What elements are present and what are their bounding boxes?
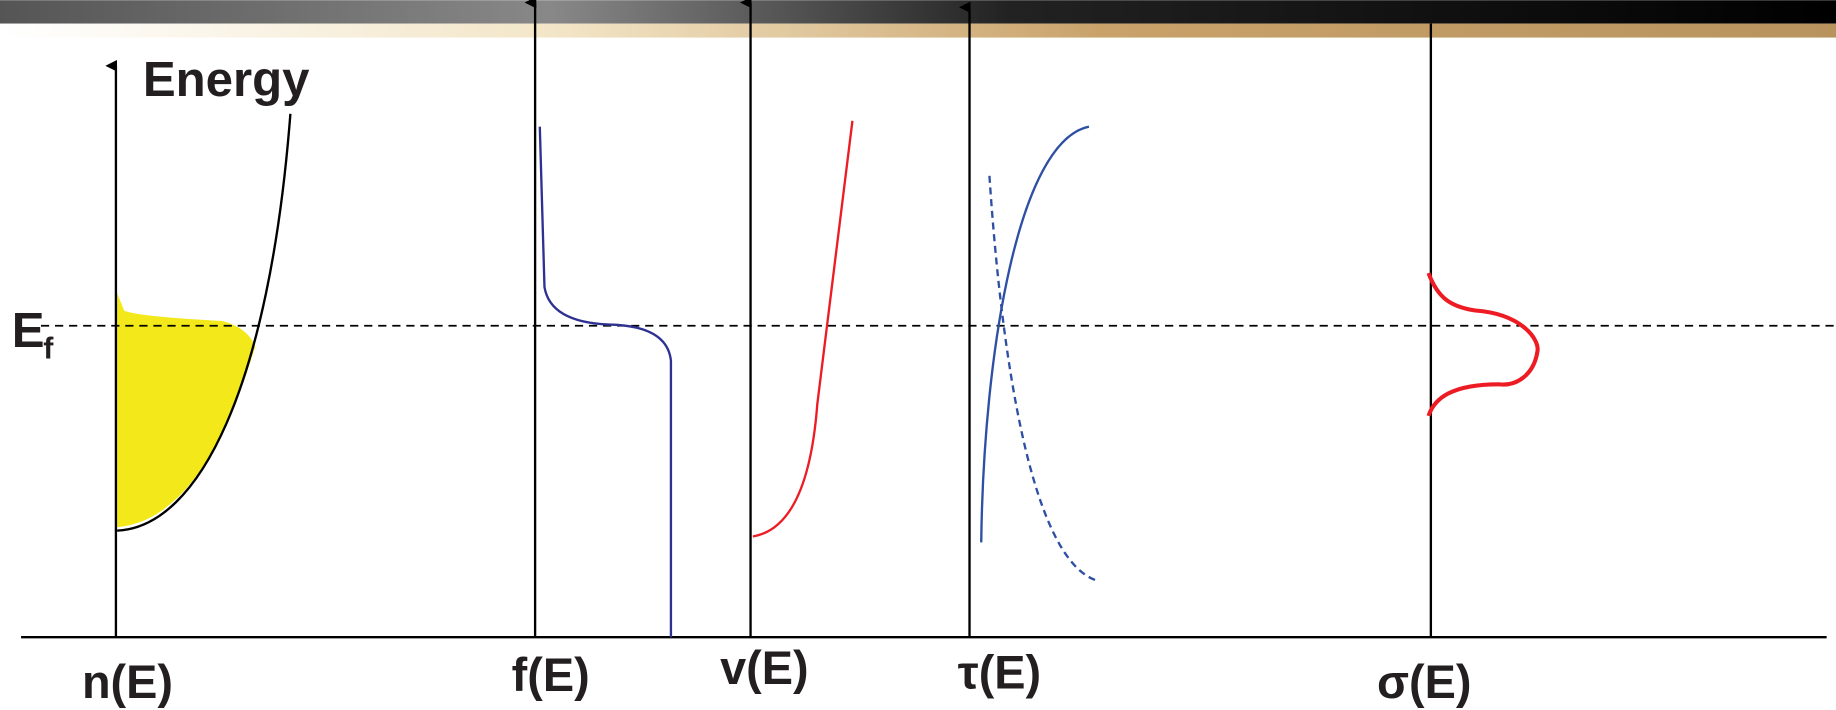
axis-label: n(E) — [82, 656, 173, 708]
banner-strip — [0, 24, 1836, 38]
page: Energy E f n(E) f(E) v(E) τ(E) σ(E) (() … — [0, 0, 1836, 710]
banner — [0, 0, 1836, 23]
background — [0, 38, 1836, 710]
fermi-subscript: f — [43, 332, 54, 366]
diagram: Energy E f n(E) f(E) v(E) τ(E) σ(E) — [0, 0, 1836, 710]
axis-label: τ(E) — [958, 647, 1041, 699]
fermi-label: E — [12, 303, 45, 358]
axis-label: v(E) — [720, 642, 808, 694]
axis-label: σ(E) — [1377, 656, 1471, 708]
axis-label: f(E) — [512, 649, 590, 701]
energy-label: Energy — [143, 52, 310, 107]
